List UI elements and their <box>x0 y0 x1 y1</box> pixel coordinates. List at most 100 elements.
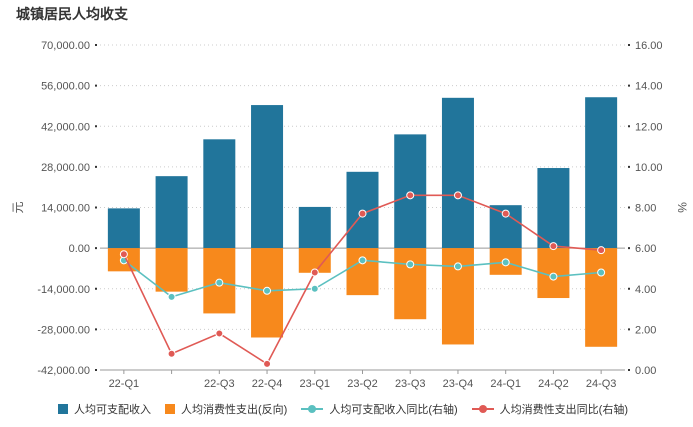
spending-yoy-point <box>597 246 606 255</box>
spending-yoy-point <box>406 191 415 200</box>
spending-bars <box>107 248 618 347</box>
chart-title: 城镇居民人均收支 <box>16 6 128 22</box>
yoy-lines <box>119 191 606 368</box>
spending-yoy-point <box>358 209 367 218</box>
spending-yoy-point <box>167 349 176 358</box>
legend-label-spending-yoy: 人均消费性支出同比(右轴) <box>499 404 628 416</box>
left-tick-label: -28,000.00 <box>37 324 90 336</box>
right-tick-label: 4.00 <box>635 284 656 296</box>
x-tick-label: 22-Q1 <box>109 378 140 390</box>
legend-swatch-income-yoy <box>301 404 324 414</box>
income-yoy-point <box>263 286 272 295</box>
left-tick-label: 28,000.00 <box>41 162 90 174</box>
income-yoy-point <box>310 284 319 293</box>
spending-bar <box>585 248 618 347</box>
x-tick-label: 23-Q2 <box>347 378 378 390</box>
right-tick-mark <box>628 206 630 209</box>
income-yoy-point <box>501 258 510 267</box>
income-yoy-point <box>358 256 367 265</box>
spending-bar <box>346 248 379 296</box>
right-tick-mark <box>628 247 630 250</box>
x-tick-label: 23-Q1 <box>299 378 330 390</box>
left-tick-mark <box>95 84 97 87</box>
y-axis-right-title: % <box>675 202 689 213</box>
x-tick-label: 22-Q3 <box>204 378 235 390</box>
income-bar <box>203 139 236 249</box>
spending-bar <box>155 248 188 292</box>
income-yoy-point <box>549 272 558 281</box>
right-tick-label: 2.00 <box>635 324 656 336</box>
y-axis-left-title: 元 <box>11 201 25 213</box>
income-bar <box>251 105 284 249</box>
legend-label-income-yoy: 人均可支配收入同比(右轴) <box>329 404 458 416</box>
right-tick-mark <box>628 369 630 371</box>
spending-yoy-point <box>453 191 462 200</box>
income-yoy-point <box>406 260 415 269</box>
income-bar <box>441 97 474 249</box>
legend: 人均可支配收入 人均消费性支出(反向) 人均可支配收入同比(右轴) 人均消费性支… <box>58 401 628 417</box>
left-tick-mark <box>95 287 97 290</box>
legend-swatch-spending <box>165 404 175 414</box>
spending-bar <box>394 248 427 320</box>
legend-item-income[interactable]: 人均可支配收入 <box>58 401 151 417</box>
income-bar <box>394 134 427 249</box>
right-tick-mark <box>628 287 630 290</box>
right-tick-mark <box>628 328 630 331</box>
x-tick-label: 22-Q4 <box>252 378 283 390</box>
legend-item-income-yoy[interactable]: 人均可支配收入同比(右轴) <box>301 401 458 417</box>
left-tick-mark <box>95 206 97 209</box>
left-tick-mark <box>95 165 97 168</box>
right-tick-label: 12.00 <box>635 121 663 133</box>
x-tick-label: 23-Q3 <box>395 378 426 390</box>
spending-yoy-point <box>310 268 319 277</box>
spending-yoy-point <box>263 359 272 368</box>
left-tick-mark <box>95 328 97 331</box>
left-tick-label: 70,000.00 <box>41 40 90 52</box>
left-tick-mark <box>95 44 97 46</box>
right-tick-mark <box>628 84 630 87</box>
right-tick-mark <box>628 125 630 128</box>
income-bar <box>155 176 188 249</box>
left-tick-label: -42,000.00 <box>37 365 90 377</box>
spending-yoy-point <box>501 209 510 218</box>
x-tick-label: 24-Q2 <box>538 378 569 390</box>
legend-item-spending-yoy[interactable]: 人均消费性支出同比(右轴) <box>471 401 628 417</box>
spending-yoy-point <box>119 250 128 259</box>
x-tick-label: 24-Q1 <box>490 378 521 390</box>
legend-swatch-income <box>58 404 68 414</box>
income-yoy-point <box>453 262 462 271</box>
income-bar <box>537 168 570 249</box>
left-tick-label: 14,000.00 <box>41 203 90 215</box>
left-tick-mark <box>95 369 97 371</box>
right-tick-label: 16.00 <box>635 40 663 52</box>
income-yoy-point <box>215 278 224 287</box>
right-tick-label: 10.00 <box>635 162 663 174</box>
right-tick-label: 6.00 <box>635 243 656 255</box>
income-bar <box>298 206 331 249</box>
left-tick-mark <box>95 125 97 128</box>
x-tick-label: 23-Q4 <box>443 378 474 390</box>
left-tick-label: 0.00 <box>69 243 90 255</box>
right-tick-mark <box>628 44 630 46</box>
legend-swatch-spending-yoy <box>471 404 494 414</box>
left-tick-label: -14,000.00 <box>37 284 90 296</box>
left-tick-mark <box>95 247 97 250</box>
right-tick-label: 0.00 <box>635 365 656 377</box>
spending-yoy-point <box>215 329 224 338</box>
x-tick-label: 24-Q3 <box>586 378 617 390</box>
axes: 70,000.00 16.00 56,000.00 14.00 42,000.00 12.… <box>11 40 689 390</box>
left-tick-label: 42,000.00 <box>41 121 90 133</box>
legend-label-income: 人均可支配收入 <box>74 404 151 416</box>
income-bar <box>585 97 618 249</box>
legend-label-spending: 人均消费性支出(反向) <box>181 404 288 416</box>
legend-item-spending[interactable]: 人均消费性支出(反向) <box>165 401 287 417</box>
income-bar <box>107 208 140 249</box>
income-bars <box>107 97 618 249</box>
income-yoy-point <box>597 268 606 277</box>
right-tick-label: 8.00 <box>635 203 656 215</box>
income-yoy-point <box>167 292 176 301</box>
left-tick-label: 56,000.00 <box>41 81 90 93</box>
spending-yoy-point <box>549 242 558 251</box>
